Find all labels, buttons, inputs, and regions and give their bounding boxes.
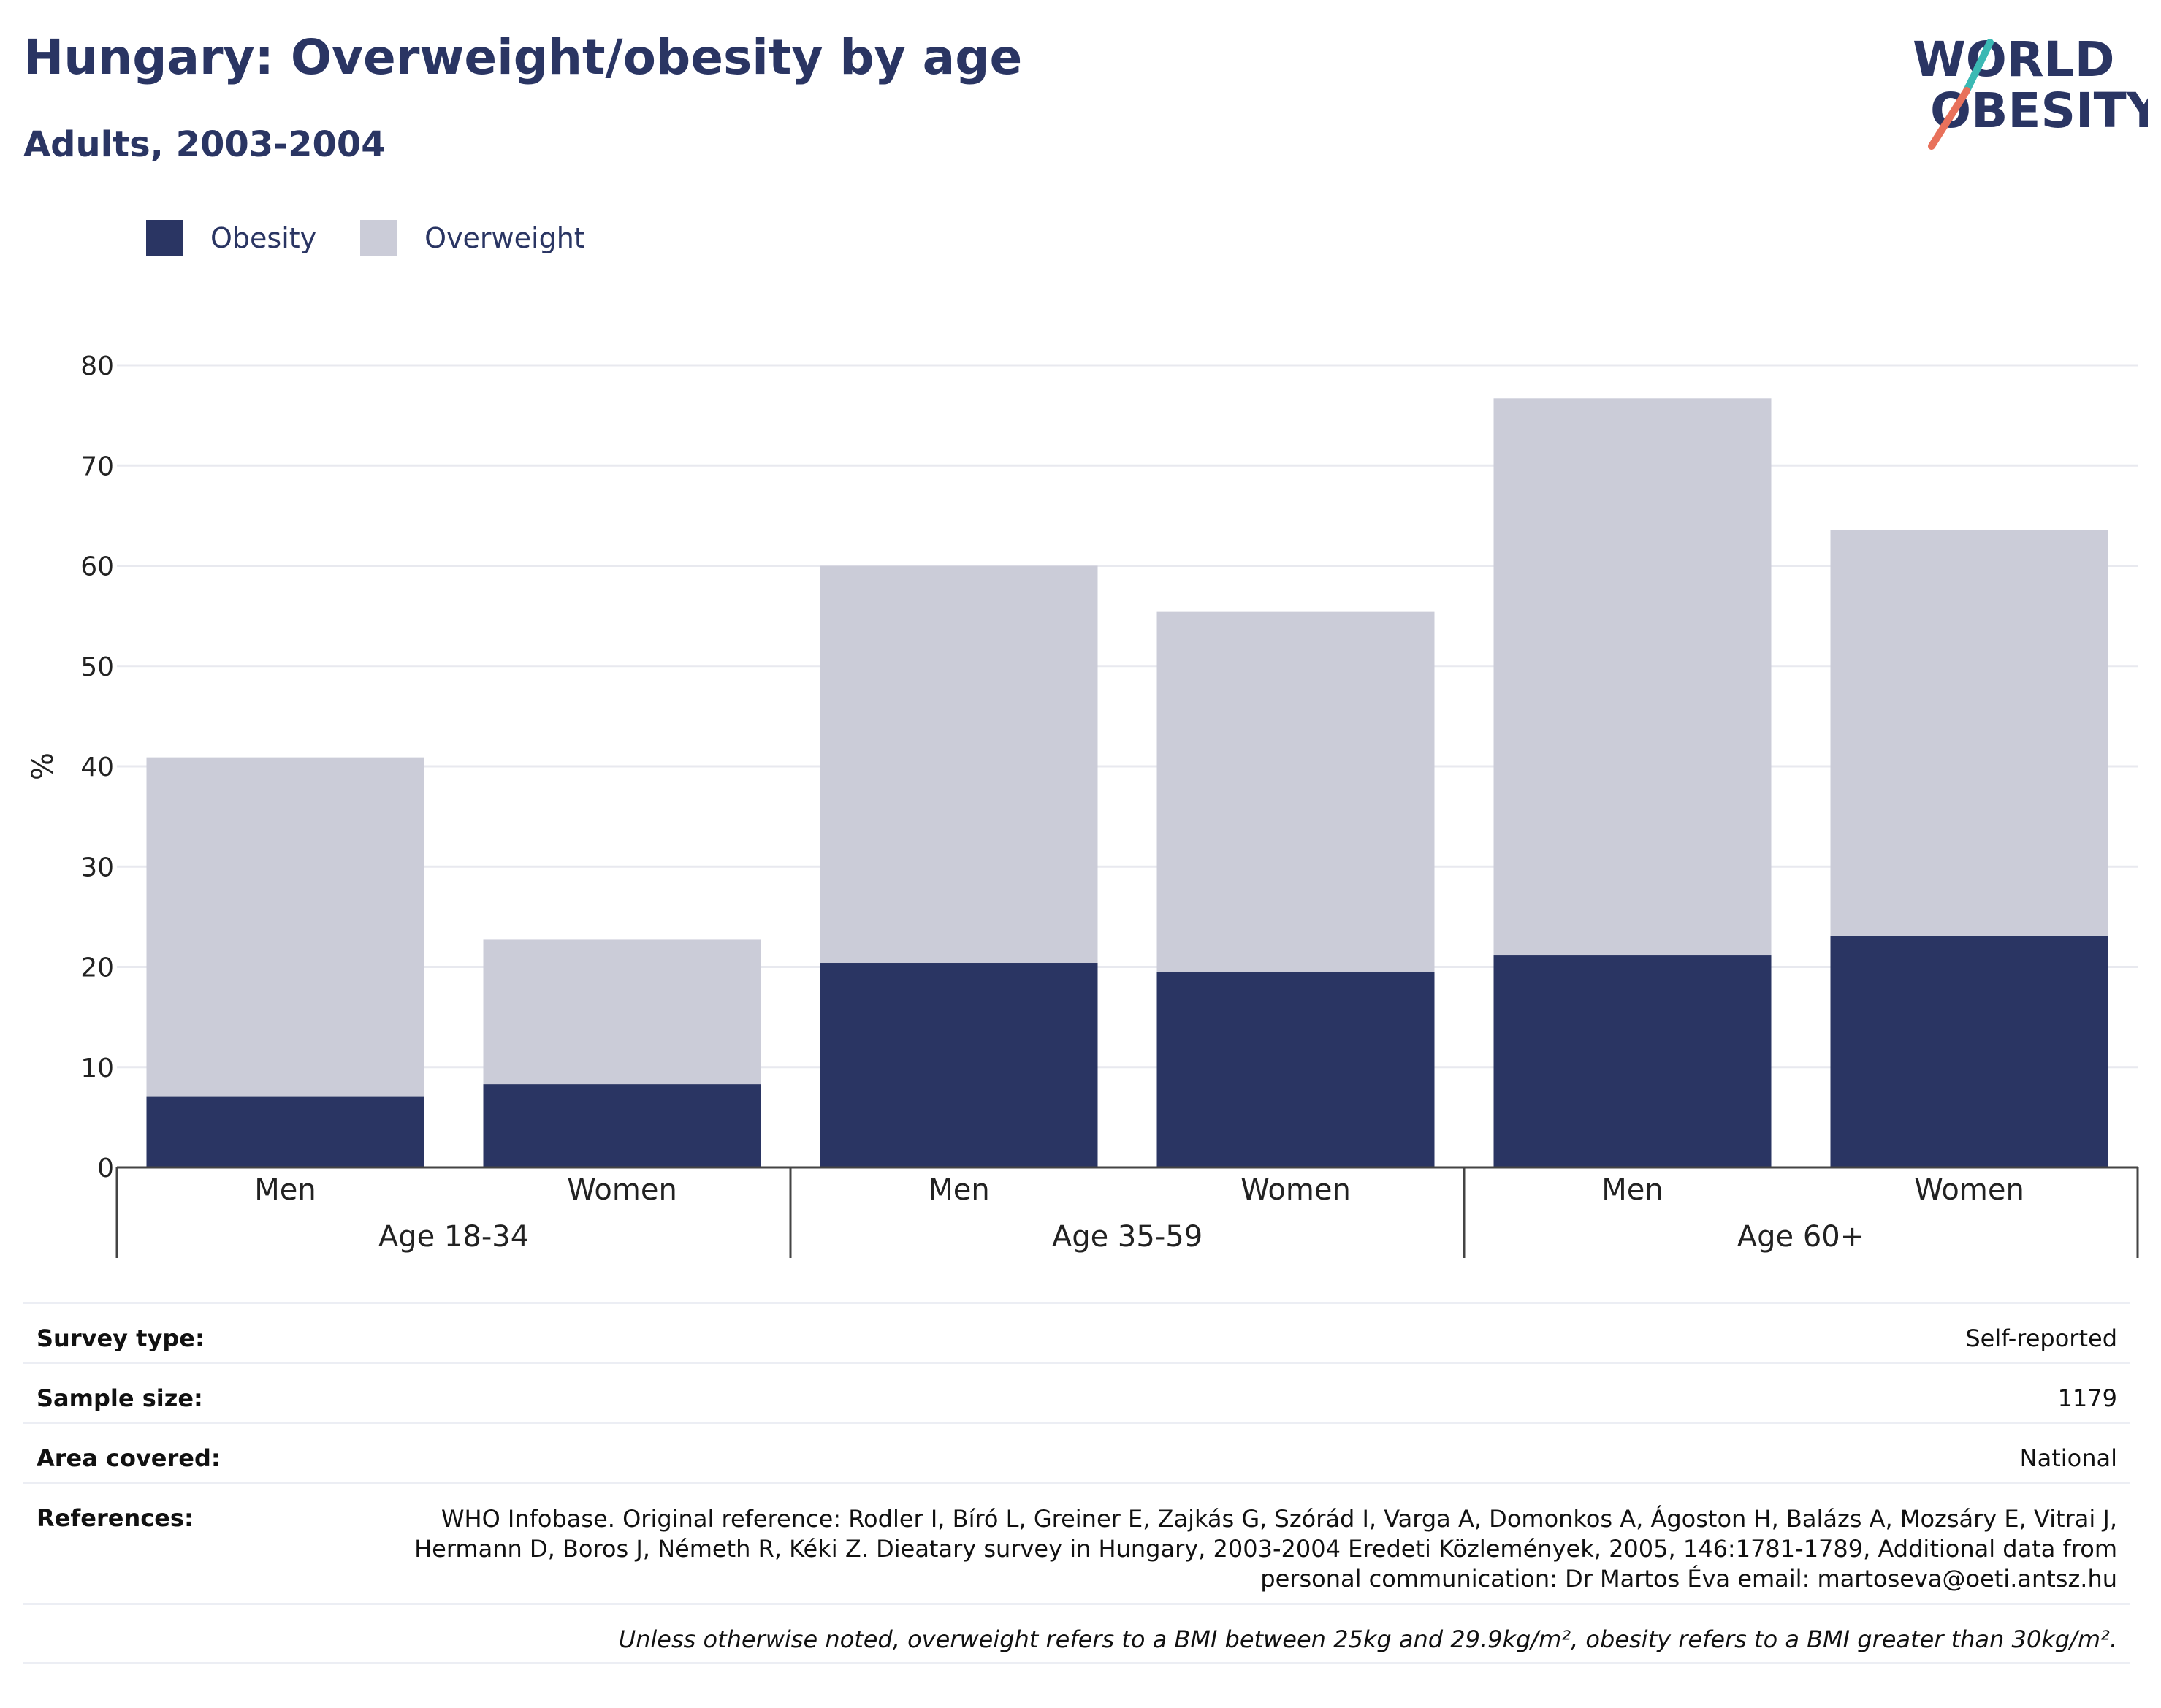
logo-slash-teal (1963, 39, 1994, 94)
bar-overweight-0 (146, 757, 424, 1097)
area-covered-label: Area covered: (37, 1444, 221, 1472)
x-tick-label-2: Men (928, 1173, 989, 1207)
survey-type-value: Self-reported (1965, 1324, 2117, 1352)
x-tick-label-5: Women (1914, 1173, 2024, 1207)
axes (115, 1166, 2139, 1258)
group-label-0: Age 18-34 (378, 1220, 529, 1254)
chart-title: Hungary: Overweight/obesity by age (23, 29, 1023, 85)
references-value: WHO Infobase. Original reference: Rodler… (414, 1505, 2117, 1593)
bar-overweight-5 (1830, 530, 2108, 936)
meta-row-note: Unless otherwise noted, overweight refer… (23, 1603, 2130, 1664)
bmi-definition-note: Unless otherwise noted, overweight refer… (618, 1625, 2117, 1653)
x-tick-label-3: Women (1240, 1173, 1351, 1207)
y-tick-label-30: 30 (80, 853, 114, 882)
sample-size-label: Sample size: (37, 1384, 203, 1412)
survey-metadata: Survey type: Self-reported Sample size: … (23, 1302, 2130, 1664)
meta-row-references: References: WHO Infobase. Original refer… (23, 1482, 2130, 1603)
axis-labels: 0 10 20 30 40 50 60 70 80% Men Women Men Women Men Wom… (26, 351, 2024, 1254)
legend-label-obesity: Obesity (210, 222, 317, 254)
y-tick-label-10: 10 (80, 1053, 114, 1083)
bar-obesity-5 (1830, 935, 2108, 1167)
chart-subtitle: Adults, 2003-2004 (23, 124, 386, 165)
bar-overweight-3 (1156, 611, 1435, 972)
meta-row-sample-size: Sample size: 1179 (23, 1362, 2130, 1422)
legend-label-overweight: Overweight (424, 222, 585, 254)
legend-item-overweight[interactable]: Overweight (360, 220, 585, 256)
y-tick-label-80: 80 (80, 351, 114, 381)
group-label-2: Age 60+ (1737, 1220, 1865, 1254)
legend-item-obesity[interactable]: Obesity (146, 220, 316, 256)
meta-row-area-covered: Area covered: National (23, 1422, 2130, 1482)
references-label: References: (37, 1504, 194, 1532)
area-covered-value: National (2019, 1444, 2117, 1472)
survey-type-label: Survey type: (37, 1324, 205, 1352)
world-obesity-logo: WORLD OBESITY (1913, 31, 2148, 150)
x-tick-label-0: Men (254, 1173, 316, 1207)
y-tick-label-0: 0 (97, 1154, 114, 1183)
bar-overweight-1 (483, 939, 761, 1085)
x-tick-label-1: Women (567, 1173, 677, 1207)
meta-row-survey-type: Survey type: Self-reported (23, 1302, 2130, 1362)
bar-overweight-4 (1493, 398, 1772, 956)
bar-obesity-1 (483, 1084, 761, 1167)
bars (146, 398, 2108, 1167)
bar-obesity-4 (1493, 955, 1772, 1167)
bar-chart: 0 10 20 30 40 50 60 70 80% Men Women Men Women Men Wom… (26, 351, 2139, 1258)
chart-legend: Obesity Overweight (146, 216, 629, 260)
y-tick-label-40: 40 (80, 752, 114, 782)
y-axis-label: % (26, 752, 60, 780)
legend-swatch-overweight (360, 220, 397, 256)
logo-slash-coral (1928, 87, 1970, 150)
legend-swatch-obesity (146, 220, 183, 256)
y-tick-label-60: 60 (80, 552, 114, 582)
bar-obesity-3 (1156, 972, 1435, 1167)
y-tick-label-70: 70 (80, 451, 114, 481)
bar-obesity-0 (146, 1096, 424, 1167)
sample-size-value: 1179 (2057, 1384, 2117, 1412)
y-tick-label-50: 50 (80, 652, 114, 682)
grid-lines (117, 364, 2138, 1069)
logo-text-world: WORLD (1913, 31, 2115, 88)
group-label-1: Age 35-59 (1052, 1220, 1203, 1254)
bar-overweight-2 (820, 565, 1098, 964)
x-tick-label-4: Men (1601, 1173, 1663, 1207)
y-tick-label-20: 20 (80, 953, 114, 983)
bar-obesity-2 (820, 963, 1098, 1167)
